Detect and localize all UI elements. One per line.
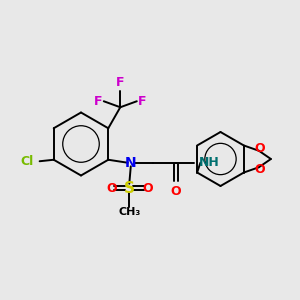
Text: CH₃: CH₃ — [118, 207, 140, 217]
Text: F: F — [94, 95, 103, 108]
Text: O: O — [142, 182, 153, 195]
Text: N: N — [125, 156, 136, 170]
Text: O: O — [254, 142, 265, 155]
Text: O: O — [254, 163, 265, 176]
Text: F: F — [138, 95, 146, 108]
Text: O: O — [106, 182, 117, 195]
Text: NH: NH — [199, 156, 219, 169]
Text: S: S — [124, 181, 135, 196]
Text: F: F — [116, 76, 124, 89]
Text: Cl: Cl — [20, 155, 34, 168]
Text: O: O — [170, 185, 181, 198]
